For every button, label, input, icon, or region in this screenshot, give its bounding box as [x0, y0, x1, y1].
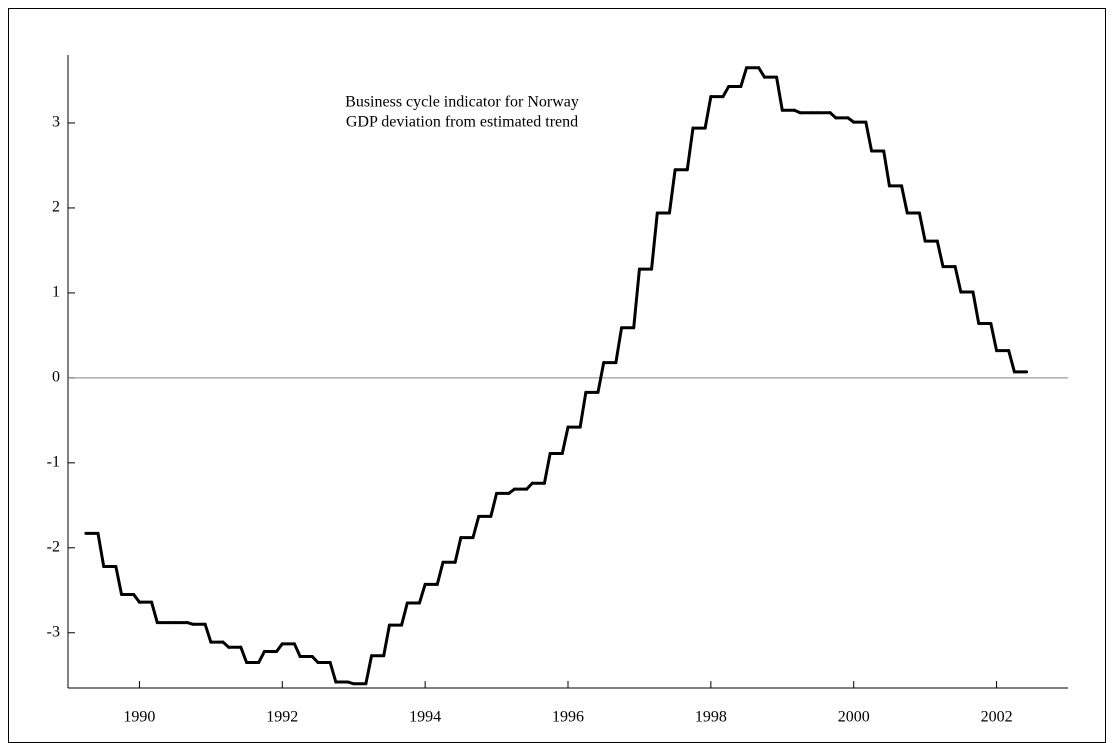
step-riser	[203, 622, 213, 644]
x-tick-label: 1992	[266, 709, 298, 726]
y-tick-label: -1	[47, 454, 60, 471]
step-riser	[489, 491, 499, 518]
step-riser	[614, 326, 624, 365]
annotation: Business cycle indicator for Norway	[345, 94, 579, 111]
y-tick-label: 3	[52, 114, 60, 131]
step-riser	[739, 66, 749, 88]
step-riser	[900, 184, 909, 215]
y-tick-label: -2	[47, 538, 60, 555]
step-riser	[542, 451, 552, 485]
step-riser	[96, 531, 106, 568]
step-riser	[882, 149, 891, 188]
step-riser	[400, 601, 409, 627]
step-riser	[435, 560, 445, 586]
step-riser	[150, 600, 159, 625]
step-riser	[417, 582, 427, 605]
step-riser	[971, 290, 981, 325]
step-riser	[560, 425, 570, 455]
step-riser	[596, 361, 606, 394]
step-riser	[114, 564, 124, 597]
step-riser	[667, 168, 677, 215]
step-riser	[1007, 349, 1016, 374]
step-riser	[471, 514, 481, 540]
y-tick-label: 2	[52, 199, 60, 216]
step-riser	[703, 95, 713, 130]
step-riser	[721, 84, 731, 99]
x-tick-label: 1990	[123, 709, 155, 726]
step-riser	[917, 211, 927, 243]
x-tick-label: 1998	[695, 709, 727, 726]
step-riser	[578, 390, 588, 429]
step-riser	[257, 649, 266, 665]
x-tick-label: 1994	[409, 709, 441, 726]
step-riser	[132, 593, 141, 604]
step-riser	[989, 321, 999, 353]
x-tick-label: 2002	[981, 709, 1013, 726]
step-riser	[453, 536, 463, 564]
step-riser	[239, 645, 249, 665]
step-riser	[775, 75, 784, 112]
step-riser	[382, 623, 391, 658]
y-tick-label: -3	[47, 623, 60, 640]
step-riser	[364, 654, 374, 686]
y-tick-label: 0	[52, 369, 60, 386]
y-tick-label: 1	[52, 284, 60, 301]
step-riser	[328, 661, 338, 684]
x-tick-label: 2000	[838, 709, 870, 726]
step-riser	[953, 265, 963, 294]
annotation: GDP deviation from estimated trend	[346, 114, 578, 131]
step-riser	[275, 642, 284, 653]
step-riser	[632, 267, 641, 330]
step-riser	[685, 126, 695, 172]
step-riser	[935, 239, 945, 269]
step-riser	[757, 66, 766, 79]
step-riser	[292, 642, 302, 659]
step-riser	[650, 211, 659, 271]
x-tick-label: 1996	[552, 709, 584, 726]
step-riser	[864, 120, 874, 153]
